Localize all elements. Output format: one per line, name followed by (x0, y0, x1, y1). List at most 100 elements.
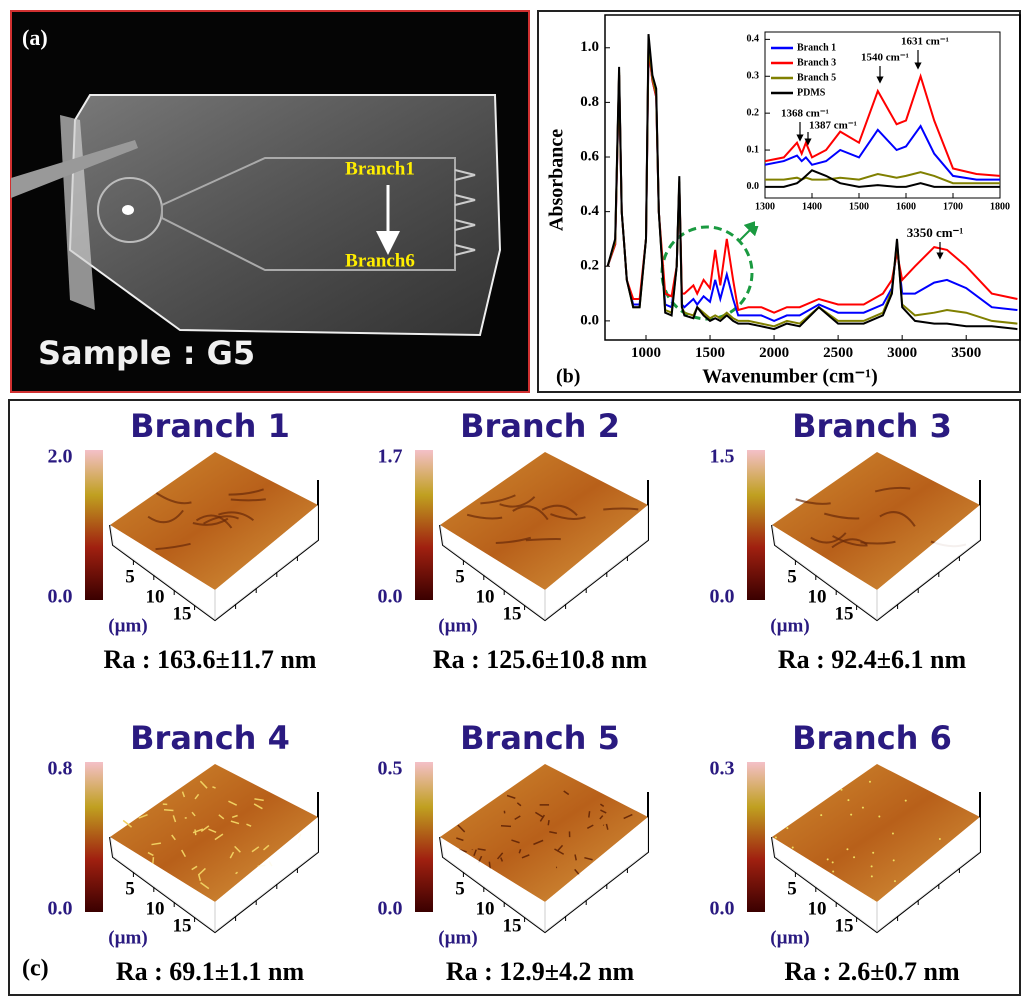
x-tick-label: 1500 (695, 345, 725, 361)
branch-label: Branch6 (345, 250, 415, 271)
surface-texture (832, 861, 834, 863)
x-tick-label: 1600 (896, 201, 916, 212)
afm-title: Branch 2 (460, 407, 620, 445)
y-tick-label: 0.4 (747, 34, 760, 45)
branch-label: Branch1 (345, 158, 415, 179)
axis-tick-label: 10 (808, 898, 827, 919)
axis-tick-label: 15 (835, 603, 854, 624)
roughness: Ra : 92.4±6.1 nm (778, 645, 967, 674)
surface-texture (872, 852, 874, 854)
surface-texture (786, 827, 788, 829)
colorbar-min: 0.0 (710, 898, 735, 920)
x-axis-label: Wavenumber (cm⁻¹) (702, 366, 878, 388)
axis-unit: (µm) (438, 615, 477, 636)
panel-label: (b) (556, 366, 580, 388)
colorbar-min: 0.0 (378, 586, 403, 608)
colorbar (415, 762, 433, 912)
surface-texture (847, 799, 849, 801)
colorbar-min: 0.0 (48, 898, 73, 920)
surface-texture (589, 811, 590, 817)
axis-tick-label: 5 (125, 566, 135, 587)
legend-label: Branch 3 (797, 57, 836, 68)
axis-unit: (µm) (108, 615, 147, 636)
surface-texture (792, 847, 794, 849)
x-tick-label: 2000 (759, 345, 789, 361)
colorbar-min: 0.0 (378, 898, 403, 920)
axis-tick-label: 10 (146, 898, 165, 919)
axis-unit: (µm) (770, 927, 809, 948)
surface-texture (853, 856, 855, 858)
surface-texture (869, 781, 871, 783)
colorbar-max: 2.0 (48, 446, 73, 468)
colorbar-min: 0.0 (710, 586, 735, 608)
surface-texture (905, 800, 907, 802)
x-tick-label: 1800 (990, 201, 1010, 212)
surface-texture (878, 816, 880, 818)
roughness: Ra : 69.1±1.1 nm (116, 957, 305, 986)
axis-tick-label: 15 (835, 915, 854, 936)
roughness: Ra : 163.6±11.7 nm (104, 645, 317, 674)
surface (110, 764, 318, 902)
roughness: Ra : 125.6±10.8 nm (433, 645, 648, 674)
x-tick-label: 2500 (823, 345, 853, 361)
y-tick-label: 0.3 (747, 71, 760, 82)
surface-texture (939, 838, 941, 840)
colorbar (747, 762, 765, 912)
x-tick-label: 3500 (951, 345, 981, 361)
axis-unit: (µm) (438, 927, 477, 948)
colorbar-max: 1.7 (378, 446, 403, 468)
axis-tick-label: 15 (503, 915, 522, 936)
surface-texture (489, 862, 490, 869)
surface-texture (820, 814, 822, 816)
axis-tick-label: 10 (146, 586, 165, 607)
surface-texture (832, 870, 834, 872)
axis-tick-label: 5 (787, 878, 797, 899)
surface-texture (231, 499, 266, 500)
surface-texture (871, 865, 873, 867)
surface-texture (195, 829, 196, 835)
surface-texture (501, 826, 511, 827)
axis-unit: (µm) (108, 927, 147, 948)
colorbar-min: 0.0 (48, 586, 73, 608)
roughness: Ra : 12.9±4.2 nm (446, 957, 635, 986)
afm-title: Branch 1 (130, 407, 290, 445)
afm-title: Branch 6 (792, 719, 952, 757)
surface-texture (871, 875, 873, 877)
surface-texture (775, 836, 777, 838)
y-tick-label: 0.8 (580, 94, 599, 110)
colorbar-max: 1.5 (710, 446, 735, 468)
y-tick-label: 0.2 (580, 258, 599, 274)
y-tick-label: 0.1 (747, 144, 760, 155)
surface-texture (827, 858, 829, 860)
surface-texture (893, 859, 895, 861)
x-tick-label: 1500 (849, 201, 869, 212)
annotation: 3350 cm⁻¹ (907, 225, 964, 240)
surface-texture (892, 833, 894, 835)
y-tick-label: 0.0 (580, 312, 599, 328)
x-tick-label: 1400 (802, 201, 822, 212)
x-tick-label: 3000 (887, 345, 917, 361)
figure: Branch1 Branch6 Sample : G5 (a) (b) Wave… (0, 0, 1024, 1001)
axis-tick-label: 15 (173, 603, 192, 624)
surface (110, 452, 318, 590)
afm-title: Branch 5 (460, 719, 620, 757)
x-tick-label: 1300 (755, 201, 775, 212)
colorbar (415, 450, 433, 600)
axis-tick-label: 15 (173, 915, 192, 936)
sample-label: Sample : G5 (38, 334, 255, 372)
surface-texture (603, 509, 638, 510)
axis-tick-label: 5 (125, 878, 135, 899)
axis-tick-label: 10 (476, 586, 495, 607)
surface (440, 452, 648, 590)
axis-tick-label: 5 (455, 878, 465, 899)
annotation: 1368 cm⁻¹ (781, 108, 829, 120)
y-tick-label: 1.0 (580, 39, 599, 55)
legend-label: PDMS (797, 87, 826, 98)
surface-texture (850, 814, 852, 816)
afm-title: Branch 3 (792, 407, 952, 445)
colorbar-max: 0.8 (48, 758, 73, 780)
surface-texture (862, 807, 864, 809)
legend-label: Branch 1 (797, 42, 836, 53)
roughness: Ra : 2.6±0.7 nm (784, 957, 960, 986)
legend-label: Branch 5 (797, 72, 836, 83)
